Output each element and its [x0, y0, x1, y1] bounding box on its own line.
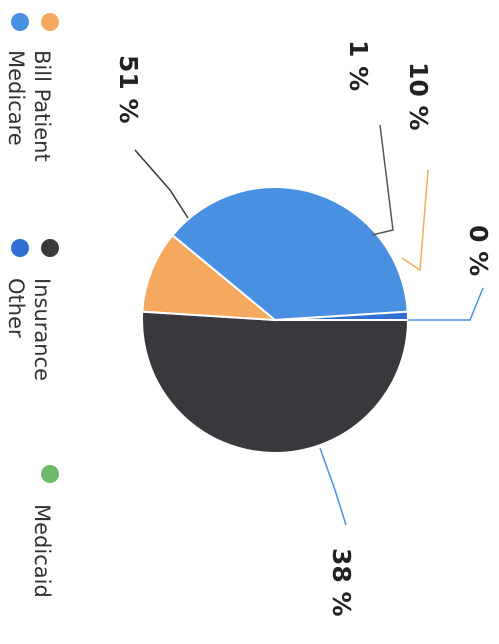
legend-swatch-other: [11, 239, 29, 257]
slice-medicare: [171, 186, 409, 322]
pie-group: [141, 186, 410, 454]
leader-line-bill-patient: [401, 169, 429, 272]
legend-swatch-insurance: [41, 239, 59, 257]
leader-line-medicaid: [408, 287, 484, 321]
legend: Bill Patient Medicare Insurance Other Me…: [4, 13, 59, 598]
slice-insurance: [141, 310, 410, 454]
legend-swatch-medicare: [11, 13, 29, 31]
slice-bill-patient: [141, 233, 279, 322]
legend-swatch-bill-patient: [41, 13, 59, 31]
data-label-other: 1 %: [344, 40, 373, 91]
leader-line-medicare: [319, 447, 347, 526]
leader-lines: [134, 124, 484, 526]
legend-label-insurance: Insurance: [30, 278, 54, 381]
legend-label-medicare: Medicare: [4, 50, 28, 146]
data-label-bill-patient: 10 %: [404, 62, 433, 131]
data-label-medicare: 38 %: [327, 548, 356, 617]
data-label-insurance: 51 %: [114, 55, 143, 124]
data-label-medicaid: 0 %: [464, 225, 493, 276]
legend-label-bill-patient: Bill Patient: [30, 50, 54, 162]
legend-label-other: Other: [4, 278, 28, 338]
legend-swatch-medicaid: [41, 465, 59, 483]
leader-line-other: [371, 124, 394, 236]
legend-label-medicaid: Medicaid: [30, 504, 54, 598]
leader-line-insurance: [134, 149, 189, 219]
